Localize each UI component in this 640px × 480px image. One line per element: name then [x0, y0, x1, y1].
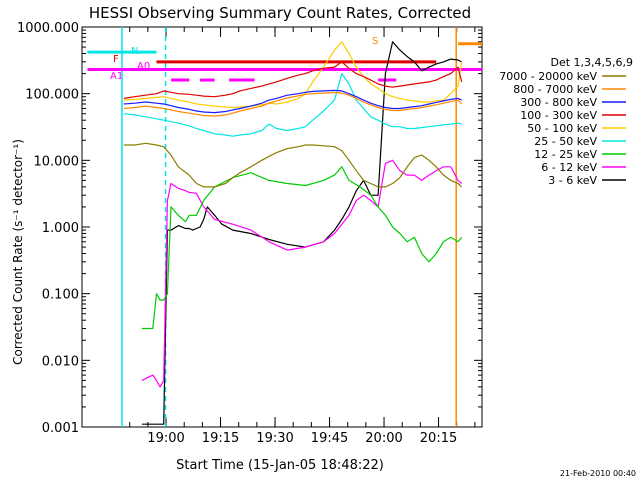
- annotation-a0: A0: [137, 61, 150, 72]
- footer-date: 21-Feb-2010 00:40: [560, 469, 636, 478]
- x-tick-label: 19:45: [311, 431, 348, 446]
- series-line-5: [123, 61, 463, 99]
- annotation-f: F: [113, 54, 119, 65]
- series-line-0: [141, 41, 462, 425]
- series-line-3: [123, 72, 462, 137]
- legend-label: 6 - 12 keV: [541, 161, 597, 174]
- x-tick-label: 20:15: [420, 431, 457, 446]
- y-tick-label: 0.010: [42, 354, 79, 369]
- legend-label: 12 - 25 keV: [534, 148, 597, 161]
- series-line-1: [141, 159, 463, 388]
- y-tick-label: 10.000: [34, 154, 80, 169]
- y-tick-label: 100.000: [25, 88, 79, 103]
- y-tick-label: 0.001: [42, 421, 79, 436]
- series-line-2: [141, 166, 463, 330]
- legend-label: 7000 - 20000 keV: [499, 70, 597, 83]
- x-axis-label: Start Time (15-Jan-05 18:48:22): [176, 458, 384, 473]
- legend-label: 25 - 50 keV: [534, 135, 597, 148]
- legend-label: 50 - 100 keV: [527, 122, 597, 135]
- annotation-a1: A1: [110, 71, 123, 82]
- x-tick-label: 19:00: [147, 431, 184, 446]
- legend-label: 800 - 7000 keV: [513, 83, 597, 96]
- legend-label: 100 - 300 keV: [520, 109, 597, 122]
- series-line-6: [123, 89, 462, 114]
- y-tick-label: 1.000: [42, 221, 79, 236]
- y-axis-label: Corrected Count Rate (s⁻¹ detector⁻¹): [11, 139, 25, 365]
- chart-title: HESSI Observing Summary Count Rates, Cor…: [89, 4, 471, 22]
- series-line-7: [123, 91, 463, 117]
- legend-label: 3 - 6 keV: [548, 174, 597, 187]
- legend-label: 300 - 800 keV: [520, 96, 597, 109]
- y-tick-label: 1000.000: [17, 21, 79, 36]
- y-tick-label: 0.100: [42, 288, 79, 303]
- series-line-8: [123, 142, 463, 188]
- annotation-s: S: [372, 36, 378, 47]
- x-tick-label: 20:00: [365, 431, 402, 446]
- plot-area: [87, 27, 482, 427]
- legend-title: Det 1,3,4,5,6,9: [550, 56, 633, 69]
- x-tick-label: 19:15: [202, 431, 239, 446]
- x-tick-label: 19:30: [256, 431, 293, 446]
- series-line-4: [123, 41, 463, 109]
- plot-frame: [81, 26, 483, 428]
